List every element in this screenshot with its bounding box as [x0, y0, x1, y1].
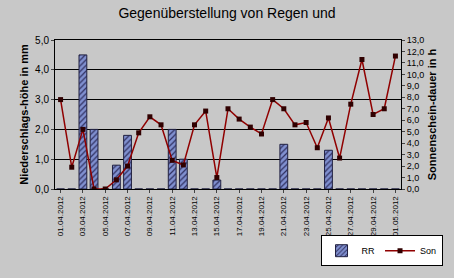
svg-text:23.04.2012: 23.04.2012 [302, 196, 311, 237]
svg-text:3,0: 3,0 [35, 94, 49, 105]
svg-text:25.04.2012: 25.04.2012 [324, 196, 333, 237]
svg-text:6,0: 6,0 [407, 115, 420, 125]
svg-text:1,0: 1,0 [407, 173, 420, 183]
svg-text:0,0: 0,0 [35, 184, 49, 195]
svg-text:27.04.2012: 27.04.2012 [346, 196, 355, 237]
svg-text:29.04.2012: 29.04.2012 [369, 196, 378, 237]
svg-text:15.04.2012: 15.04.2012 [212, 196, 221, 237]
svg-text:Sonnenschein-dauer in h: Sonnenschein-dauer in h [426, 49, 438, 181]
svg-text:Niederschlags-höhe in mm: Niederschlags-höhe in mm [18, 44, 30, 185]
svg-text:8,0: 8,0 [407, 92, 420, 102]
svg-text:03.04.2012: 03.04.2012 [79, 196, 88, 237]
svg-text:Son: Son [420, 246, 436, 256]
svg-text:12,0: 12,0 [407, 47, 425, 57]
svg-text:13.04.2012: 13.04.2012 [190, 196, 199, 237]
svg-text:1,0: 1,0 [35, 154, 49, 165]
svg-text:9,0: 9,0 [407, 81, 420, 91]
svg-text:21.04.2012: 21.04.2012 [279, 196, 288, 237]
svg-text:2,0: 2,0 [407, 161, 420, 171]
svg-text:13,0: 13,0 [407, 35, 425, 45]
svg-text:5,0: 5,0 [407, 127, 420, 137]
svg-text:4,0: 4,0 [35, 64, 49, 75]
svg-text:17.04.2012: 17.04.2012 [235, 196, 244, 237]
svg-text:05.04.2012: 05.04.2012 [101, 196, 110, 237]
svg-text:10,0: 10,0 [407, 70, 425, 80]
svg-text:01.04.2012: 01.04.2012 [56, 196, 65, 237]
svg-text:11.04.2012: 11.04.2012 [168, 196, 177, 236]
svg-text:4,0: 4,0 [407, 138, 420, 148]
svg-text:09.04.2012: 09.04.2012 [145, 196, 154, 237]
svg-text:RR: RR [362, 246, 375, 256]
svg-text:01.05.2012: 01.05.2012 [391, 196, 400, 237]
svg-text:5,0: 5,0 [35, 35, 49, 46]
svg-text:07.04.2012: 07.04.2012 [123, 196, 132, 237]
svg-text:7,0: 7,0 [407, 104, 420, 114]
svg-text:11,0: 11,0 [407, 58, 424, 68]
svg-text:19.04.2012: 19.04.2012 [257, 196, 266, 237]
svg-text:Gegenüberstellung von Regen un: Gegenüberstellung von Regen und [118, 5, 335, 21]
svg-text:3,0: 3,0 [407, 150, 420, 160]
svg-text:2,0: 2,0 [35, 124, 49, 135]
svg-text:0,0: 0,0 [407, 184, 420, 194]
